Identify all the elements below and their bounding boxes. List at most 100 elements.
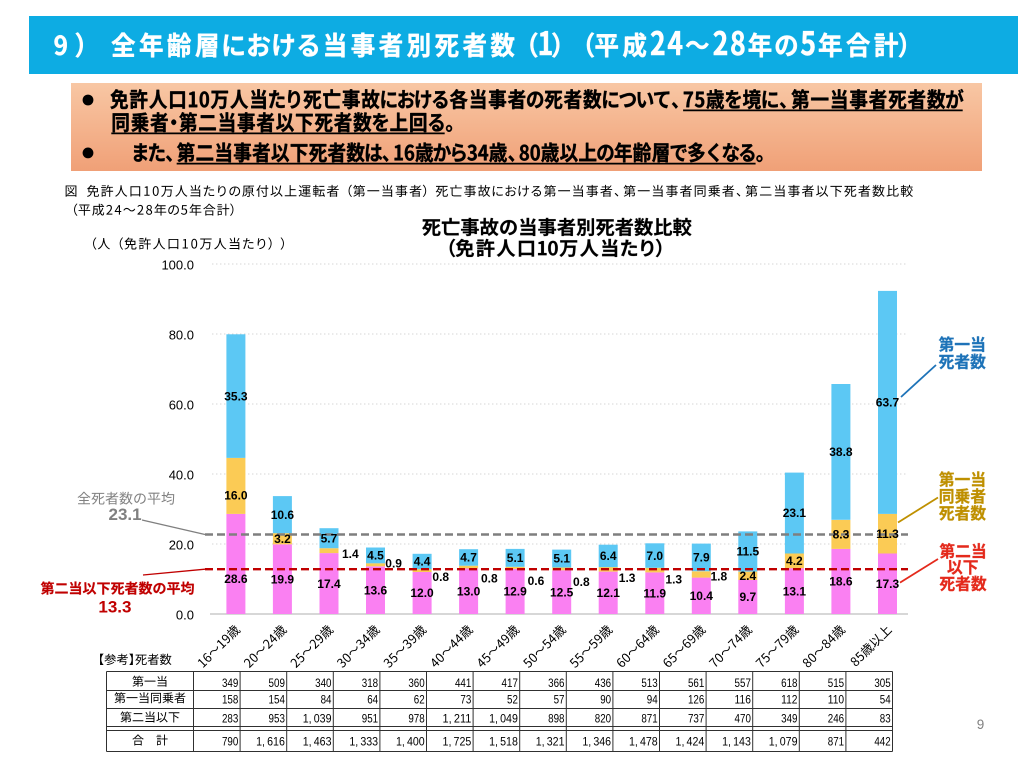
svg-text:246: 246 bbox=[828, 712, 845, 726]
svg-text:16.0: 16.0 bbox=[224, 489, 248, 503]
svg-text:100.0: 100.0 bbox=[161, 257, 194, 272]
svg-text:1, 424: 1, 424 bbox=[676, 735, 705, 749]
svg-text:442: 442 bbox=[874, 735, 891, 749]
svg-text:0.8: 0.8 bbox=[481, 572, 498, 586]
svg-text:116: 116 bbox=[735, 692, 752, 706]
svg-text:509: 509 bbox=[269, 676, 286, 690]
svg-text:1, 333: 1, 333 bbox=[349, 735, 378, 749]
svg-text:12.5: 12.5 bbox=[550, 585, 574, 599]
svg-text:17.3: 17.3 bbox=[876, 577, 900, 591]
svg-text:7.0: 7.0 bbox=[646, 549, 663, 563]
svg-text:9: 9 bbox=[977, 717, 985, 732]
svg-text:13.6: 13.6 bbox=[364, 583, 388, 597]
svg-text:305: 305 bbox=[874, 676, 891, 690]
svg-text:11.3: 11.3 bbox=[876, 527, 899, 541]
svg-text:38.8: 38.8 bbox=[829, 445, 853, 459]
svg-text:0.0: 0.0 bbox=[176, 607, 194, 622]
svg-text:20.0: 20.0 bbox=[169, 537, 194, 552]
svg-text:557: 557 bbox=[735, 676, 752, 690]
svg-text:94: 94 bbox=[647, 692, 658, 706]
svg-text:10.4: 10.4 bbox=[690, 589, 714, 603]
svg-text:340: 340 bbox=[315, 676, 332, 690]
svg-text:951: 951 bbox=[362, 712, 379, 726]
svg-text:17.4: 17.4 bbox=[317, 577, 341, 591]
svg-text:1, 049: 1, 049 bbox=[489, 712, 518, 726]
svg-text:7.9: 7.9 bbox=[693, 551, 710, 565]
svg-text:62: 62 bbox=[414, 692, 425, 706]
svg-text:1.4: 1.4 bbox=[342, 547, 359, 561]
svg-text:513: 513 bbox=[641, 676, 658, 690]
svg-text:84: 84 bbox=[321, 692, 332, 706]
svg-text:1, 518: 1, 518 bbox=[489, 735, 518, 749]
svg-text:126: 126 bbox=[688, 692, 705, 706]
svg-text:0.8: 0.8 bbox=[432, 570, 449, 584]
svg-text:953: 953 bbox=[269, 712, 286, 726]
svg-text:110: 110 bbox=[828, 692, 845, 706]
svg-text:4.2: 4.2 bbox=[786, 554, 803, 568]
svg-text:5.1: 5.1 bbox=[507, 551, 524, 565]
svg-text:417: 417 bbox=[502, 676, 519, 690]
svg-text:83: 83 bbox=[880, 712, 891, 726]
svg-text:349: 349 bbox=[781, 712, 798, 726]
svg-text:13.3: 13.3 bbox=[98, 598, 131, 617]
svg-text:283: 283 bbox=[222, 712, 239, 726]
svg-text:90: 90 bbox=[600, 692, 611, 706]
svg-text:4.5: 4.5 bbox=[367, 549, 384, 563]
svg-text:10.6: 10.6 bbox=[271, 508, 295, 522]
svg-text:6.4: 6.4 bbox=[600, 549, 617, 563]
svg-text:898: 898 bbox=[548, 712, 565, 726]
svg-text:12.1: 12.1 bbox=[597, 586, 621, 600]
svg-text:618: 618 bbox=[781, 676, 798, 690]
svg-text:8.3: 8.3 bbox=[833, 528, 850, 542]
svg-text:366: 366 bbox=[548, 676, 565, 690]
svg-text:515: 515 bbox=[828, 676, 845, 690]
svg-text:18.6: 18.6 bbox=[829, 575, 853, 589]
svg-text:52: 52 bbox=[507, 692, 518, 706]
svg-text:790: 790 bbox=[222, 735, 239, 749]
svg-text:349: 349 bbox=[222, 676, 239, 690]
svg-text:1.3: 1.3 bbox=[619, 571, 636, 585]
svg-text:28.6: 28.6 bbox=[224, 572, 248, 586]
svg-text:11.5: 11.5 bbox=[736, 545, 759, 559]
svg-text:561: 561 bbox=[688, 676, 705, 690]
svg-text:820: 820 bbox=[595, 712, 612, 726]
svg-text:1, 478: 1, 478 bbox=[629, 735, 658, 749]
svg-text:1, 400: 1, 400 bbox=[396, 735, 425, 749]
svg-text:1, 616: 1, 616 bbox=[256, 735, 285, 749]
svg-text:0.9: 0.9 bbox=[385, 557, 402, 571]
svg-text:57: 57 bbox=[554, 692, 565, 706]
svg-text:5.1: 5.1 bbox=[553, 552, 570, 566]
svg-text:4.4: 4.4 bbox=[414, 555, 431, 569]
svg-text:871: 871 bbox=[641, 712, 658, 726]
svg-text:13.0: 13.0 bbox=[457, 584, 481, 598]
svg-text:1, 143: 1, 143 bbox=[722, 735, 751, 749]
svg-text:35.3: 35.3 bbox=[224, 389, 248, 403]
svg-text:0.8: 0.8 bbox=[573, 575, 590, 589]
svg-text:54: 54 bbox=[880, 692, 891, 706]
svg-text:23.1: 23.1 bbox=[109, 505, 142, 524]
svg-text:1, 211: 1, 211 bbox=[443, 712, 472, 726]
svg-text:436: 436 bbox=[595, 676, 612, 690]
svg-text:154: 154 bbox=[269, 692, 286, 706]
svg-text:5.7: 5.7 bbox=[321, 531, 338, 545]
svg-text:871: 871 bbox=[828, 735, 845, 749]
svg-text:158: 158 bbox=[222, 692, 239, 706]
svg-text:63.7: 63.7 bbox=[876, 396, 900, 410]
svg-text:470: 470 bbox=[735, 712, 752, 726]
svg-text:2.4: 2.4 bbox=[739, 569, 756, 583]
svg-text:80.0: 80.0 bbox=[169, 327, 194, 342]
svg-text:1, 463: 1, 463 bbox=[303, 735, 332, 749]
svg-text:19.9: 19.9 bbox=[271, 572, 295, 586]
svg-text:12.9: 12.9 bbox=[503, 585, 527, 599]
svg-text:318: 318 bbox=[362, 676, 379, 690]
svg-text:13.1: 13.1 bbox=[783, 584, 807, 598]
svg-text:4.7: 4.7 bbox=[460, 551, 477, 565]
svg-text:12.0: 12.0 bbox=[410, 586, 434, 600]
svg-text:73: 73 bbox=[460, 692, 471, 706]
svg-text:23.1: 23.1 bbox=[783, 506, 807, 520]
svg-text:1, 346: 1, 346 bbox=[582, 735, 611, 749]
svg-text:978: 978 bbox=[408, 712, 425, 726]
svg-text:1, 725: 1, 725 bbox=[443, 735, 472, 749]
svg-text:60.0: 60.0 bbox=[169, 397, 194, 412]
svg-text:1.8: 1.8 bbox=[711, 570, 728, 584]
